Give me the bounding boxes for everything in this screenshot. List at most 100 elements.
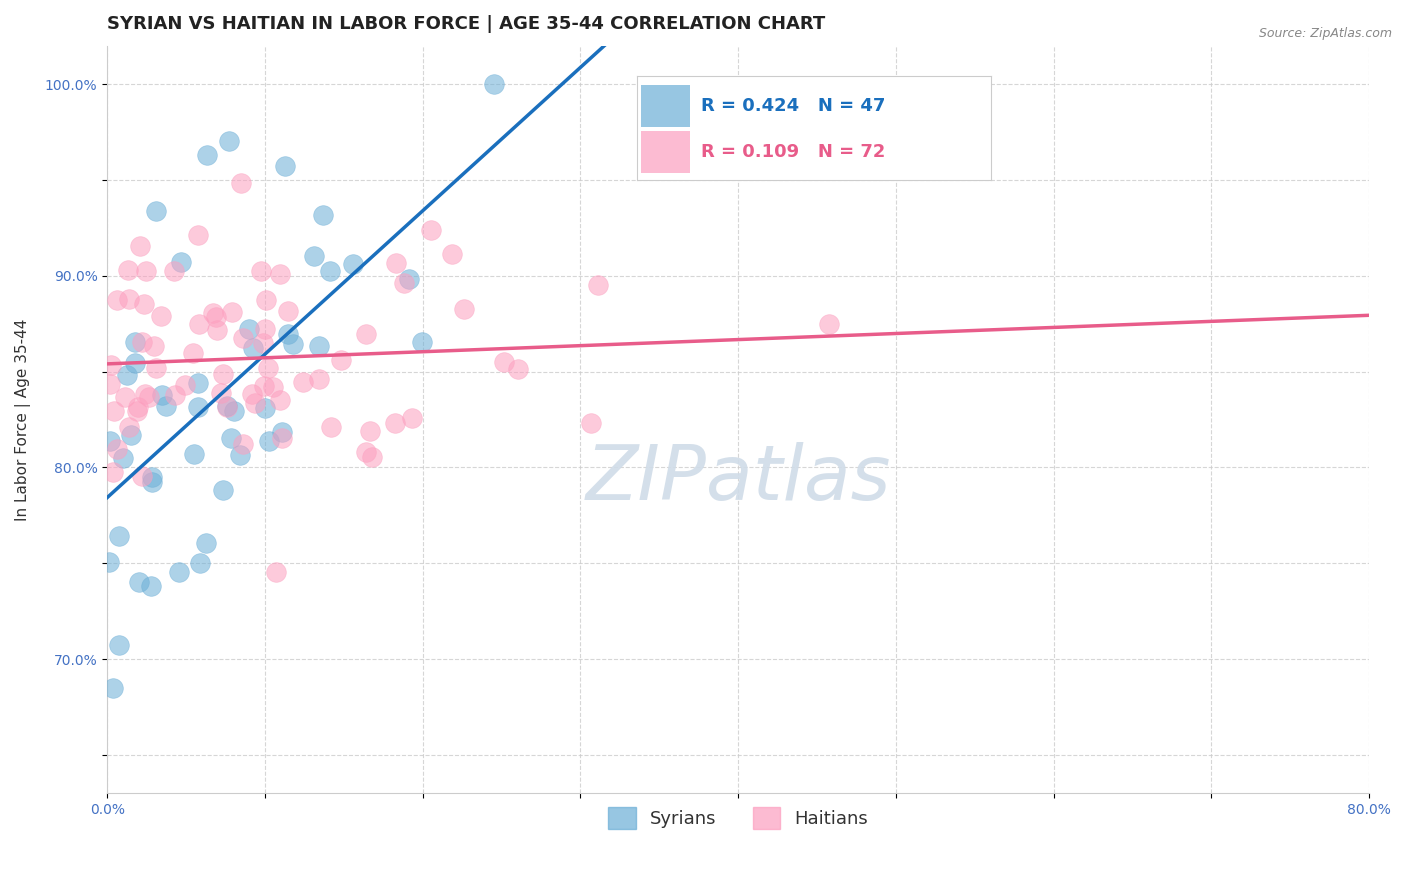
Point — [308, 339, 330, 353]
Point — [441, 247, 464, 261]
Point — [155, 399, 177, 413]
Point — [124, 355, 146, 369]
Point — [321, 420, 343, 434]
Point — [257, 361, 280, 376]
Point — [218, 134, 240, 148]
Point — [163, 263, 186, 277]
Point — [139, 579, 162, 593]
Point — [150, 388, 173, 402]
Point — [269, 267, 291, 281]
Point — [103, 681, 125, 695]
Point — [283, 337, 305, 351]
Y-axis label: In Labor Force | Age 35-44: In Labor Force | Age 35-44 — [15, 318, 31, 521]
Point — [117, 292, 139, 306]
Point — [277, 304, 299, 318]
Point — [181, 345, 204, 359]
Point — [188, 318, 211, 332]
Point — [229, 177, 252, 191]
Point — [101, 465, 124, 479]
Point — [270, 425, 292, 440]
Point — [232, 436, 254, 450]
Point — [253, 379, 276, 393]
Point — [120, 428, 142, 442]
Point — [354, 326, 377, 341]
Point — [131, 334, 153, 349]
Point — [401, 411, 423, 425]
Point — [163, 387, 186, 401]
Point — [262, 380, 284, 394]
Point — [221, 431, 243, 445]
Point — [411, 334, 433, 349]
Point — [482, 77, 505, 91]
Point — [506, 362, 529, 376]
Point — [98, 376, 121, 391]
Point — [204, 310, 226, 325]
Point — [250, 264, 273, 278]
Point — [212, 368, 235, 382]
Text: ZIPatlas: ZIPatlas — [585, 442, 891, 516]
Point — [141, 475, 163, 489]
Point — [221, 305, 243, 319]
Point — [308, 372, 330, 386]
Point — [264, 565, 287, 579]
Point — [98, 434, 121, 449]
Point — [145, 204, 167, 219]
Point — [143, 338, 166, 352]
Point — [128, 574, 150, 589]
Point — [269, 392, 291, 407]
Point — [254, 293, 277, 307]
Point — [242, 341, 264, 355]
Point — [277, 326, 299, 341]
Point — [188, 556, 211, 570]
Point — [329, 353, 352, 368]
Point — [105, 442, 128, 457]
Point — [115, 368, 138, 382]
Point — [195, 148, 218, 162]
Point — [385, 256, 408, 270]
Point — [194, 535, 217, 549]
Point — [392, 277, 415, 291]
Point — [453, 301, 475, 316]
Point — [398, 272, 420, 286]
Point — [384, 416, 406, 430]
Point — [170, 254, 193, 268]
Point — [100, 358, 122, 372]
Point — [187, 228, 209, 243]
Point — [114, 391, 136, 405]
Point — [252, 336, 274, 351]
Point — [579, 416, 602, 430]
Point — [124, 335, 146, 350]
Point — [257, 434, 280, 448]
Point — [205, 323, 228, 337]
Point — [108, 638, 131, 652]
Point — [145, 360, 167, 375]
Point — [229, 448, 252, 462]
Point — [202, 306, 225, 320]
Point — [217, 401, 239, 415]
Point — [187, 400, 209, 414]
Point — [354, 445, 377, 459]
Point — [132, 297, 155, 311]
Point — [97, 555, 120, 569]
Point — [419, 223, 441, 237]
Point — [105, 293, 128, 307]
Point — [141, 470, 163, 484]
Point — [360, 450, 382, 464]
Point — [127, 401, 149, 415]
Text: Source: ZipAtlas.com: Source: ZipAtlas.com — [1258, 27, 1392, 40]
Legend: Syrians, Haitians: Syrians, Haitians — [602, 800, 875, 837]
Point — [222, 404, 245, 418]
Point — [111, 450, 134, 465]
Point — [127, 404, 149, 418]
Point — [187, 376, 209, 390]
Point — [359, 424, 381, 438]
Point — [494, 355, 516, 369]
Point — [131, 468, 153, 483]
Point — [103, 404, 125, 418]
Point — [240, 386, 263, 401]
Point — [108, 528, 131, 542]
Point — [174, 378, 197, 392]
Point — [215, 399, 238, 413]
Point — [271, 431, 294, 445]
Point — [135, 264, 157, 278]
